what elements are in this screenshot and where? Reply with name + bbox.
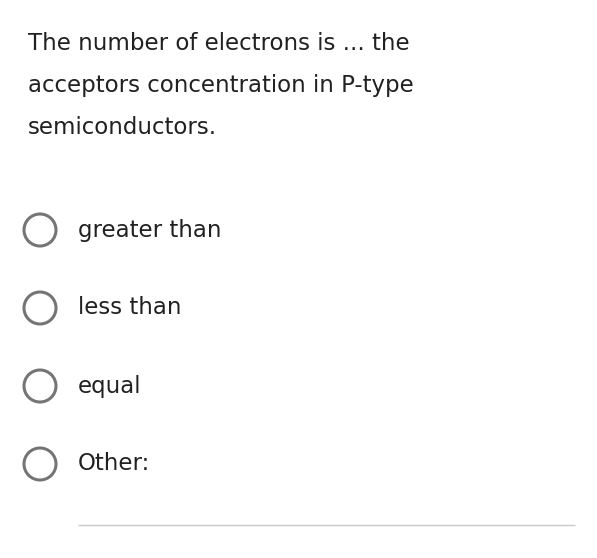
Text: The number of electrons is ... the: The number of electrons is ... the (28, 32, 410, 55)
Text: acceptors concentration in P-type: acceptors concentration in P-type (28, 74, 414, 97)
Text: equal: equal (78, 374, 141, 397)
Text: semiconductors.: semiconductors. (28, 116, 217, 139)
Text: less than: less than (78, 296, 181, 320)
Text: greater than: greater than (78, 219, 221, 242)
Text: Other:: Other: (78, 453, 150, 475)
